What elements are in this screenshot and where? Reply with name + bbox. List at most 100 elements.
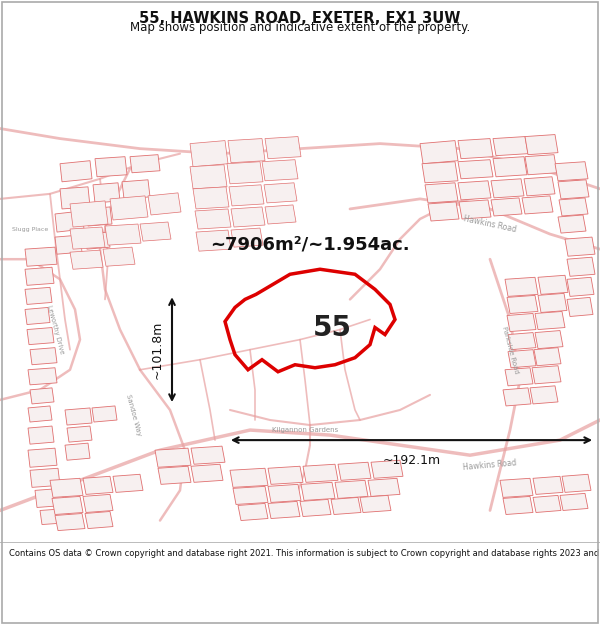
Text: Map shows position and indicative extent of the property.: Map shows position and indicative extent… xyxy=(130,21,470,34)
Text: Sandoe Way: Sandoe Way xyxy=(125,394,142,436)
Polygon shape xyxy=(371,460,403,478)
Polygon shape xyxy=(30,388,54,404)
Text: Leworthy Drive: Leworthy Drive xyxy=(46,304,64,354)
Polygon shape xyxy=(228,139,265,162)
Text: Hawkins Road: Hawkins Road xyxy=(463,214,517,234)
Polygon shape xyxy=(428,202,459,221)
Polygon shape xyxy=(507,296,538,314)
Polygon shape xyxy=(555,162,588,181)
Polygon shape xyxy=(534,348,561,366)
Polygon shape xyxy=(420,141,458,164)
Text: Slugg Place: Slugg Place xyxy=(12,226,48,231)
Polygon shape xyxy=(265,205,296,224)
Polygon shape xyxy=(491,179,524,198)
Text: Parkside Road: Parkside Road xyxy=(501,326,519,374)
Polygon shape xyxy=(303,464,338,482)
Polygon shape xyxy=(70,227,105,249)
Polygon shape xyxy=(524,177,555,196)
Polygon shape xyxy=(458,160,493,179)
Polygon shape xyxy=(103,247,135,266)
Polygon shape xyxy=(508,332,536,349)
Polygon shape xyxy=(70,250,103,269)
Polygon shape xyxy=(140,222,171,241)
Polygon shape xyxy=(567,257,595,276)
Polygon shape xyxy=(233,486,268,504)
Polygon shape xyxy=(155,448,191,468)
Polygon shape xyxy=(105,224,141,245)
Polygon shape xyxy=(25,247,57,266)
Polygon shape xyxy=(533,496,561,512)
Polygon shape xyxy=(530,386,558,404)
Polygon shape xyxy=(28,426,54,444)
Polygon shape xyxy=(65,408,92,425)
Text: ~101.8m: ~101.8m xyxy=(151,321,164,379)
Polygon shape xyxy=(300,499,331,516)
Polygon shape xyxy=(60,161,92,182)
Polygon shape xyxy=(493,157,527,177)
Polygon shape xyxy=(567,278,594,296)
Polygon shape xyxy=(538,293,567,312)
Polygon shape xyxy=(52,496,83,514)
Polygon shape xyxy=(558,180,589,199)
Polygon shape xyxy=(83,476,113,494)
Polygon shape xyxy=(458,181,491,200)
Polygon shape xyxy=(500,478,533,498)
Polygon shape xyxy=(190,165,227,189)
Polygon shape xyxy=(28,448,57,468)
Polygon shape xyxy=(92,406,117,422)
Polygon shape xyxy=(231,207,265,227)
Polygon shape xyxy=(503,496,533,514)
Polygon shape xyxy=(191,464,223,482)
Polygon shape xyxy=(191,446,225,464)
Polygon shape xyxy=(195,209,231,229)
Polygon shape xyxy=(507,314,536,332)
Polygon shape xyxy=(110,196,148,220)
Polygon shape xyxy=(70,201,108,227)
Polygon shape xyxy=(268,466,303,484)
Text: Kilgannon Gardens: Kilgannon Gardens xyxy=(272,427,338,433)
Polygon shape xyxy=(368,478,400,496)
Polygon shape xyxy=(229,185,264,206)
Polygon shape xyxy=(525,134,558,154)
Polygon shape xyxy=(227,162,263,184)
Polygon shape xyxy=(425,182,458,203)
Polygon shape xyxy=(567,298,593,316)
Polygon shape xyxy=(493,137,528,156)
Polygon shape xyxy=(93,182,120,203)
Polygon shape xyxy=(158,466,191,484)
Text: ~7906m²/~1.954ac.: ~7906m²/~1.954ac. xyxy=(210,235,410,253)
Polygon shape xyxy=(55,235,82,254)
Polygon shape xyxy=(532,366,561,384)
Polygon shape xyxy=(55,211,84,232)
Polygon shape xyxy=(60,187,90,209)
Polygon shape xyxy=(25,288,52,304)
Polygon shape xyxy=(25,308,50,324)
Polygon shape xyxy=(85,232,110,249)
Polygon shape xyxy=(238,503,268,521)
Polygon shape xyxy=(558,215,586,233)
Polygon shape xyxy=(193,187,229,209)
Polygon shape xyxy=(522,196,553,214)
Polygon shape xyxy=(338,462,371,481)
Polygon shape xyxy=(422,162,458,182)
Polygon shape xyxy=(67,426,92,442)
Polygon shape xyxy=(360,496,391,512)
Polygon shape xyxy=(50,478,83,498)
Text: 55: 55 xyxy=(313,314,352,342)
Polygon shape xyxy=(40,509,70,524)
Polygon shape xyxy=(559,198,588,216)
Polygon shape xyxy=(491,198,522,216)
Polygon shape xyxy=(122,180,150,199)
Polygon shape xyxy=(83,494,113,512)
Polygon shape xyxy=(503,388,531,406)
Polygon shape xyxy=(264,182,297,203)
Polygon shape xyxy=(65,443,90,460)
Polygon shape xyxy=(458,139,493,159)
Polygon shape xyxy=(505,368,533,386)
Polygon shape xyxy=(28,406,52,422)
Polygon shape xyxy=(25,268,54,286)
Polygon shape xyxy=(301,482,335,501)
Polygon shape xyxy=(230,468,268,488)
Polygon shape xyxy=(262,160,298,181)
Polygon shape xyxy=(95,157,127,177)
